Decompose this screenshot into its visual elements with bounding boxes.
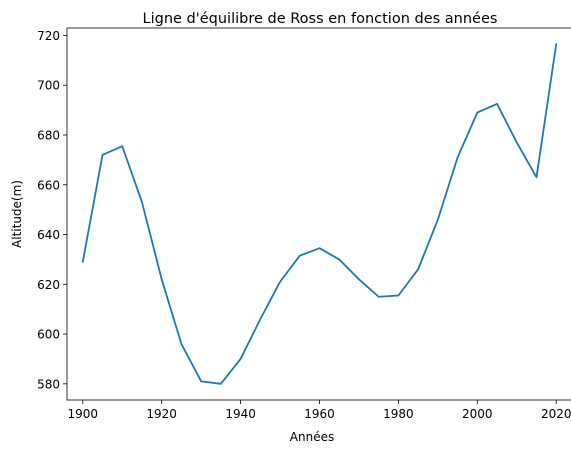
plot-frame (66, 27, 571, 401)
y-axis-label: Altitude(m) (10, 180, 24, 248)
x-tick-label: 1940 (225, 407, 256, 421)
x-tick-label: 2000 (462, 407, 493, 421)
y-tick-label: 620 (37, 278, 60, 292)
y-tick-label: 640 (37, 228, 60, 242)
y-tick-label: 600 (37, 328, 60, 342)
y-axis-ticks: 580 600 620 640 660 680 700 720 (37, 29, 67, 391)
x-tick-label: 1960 (304, 407, 335, 421)
x-tick-label: 1920 (146, 407, 177, 421)
x-tick-label: 2020 (541, 407, 571, 421)
y-tick-label: 660 (37, 178, 60, 192)
x-tick-label: 1980 (383, 407, 414, 421)
y-tick-label: 700 (37, 79, 60, 93)
x-tick-label: 1900 (68, 407, 99, 421)
y-tick-label: 720 (37, 29, 60, 43)
y-tick-label: 580 (37, 377, 60, 391)
x-axis-label: Années (290, 430, 334, 444)
chart-title: Ligne d'équilibre de Ross en fonction de… (143, 11, 498, 27)
y-tick-label: 680 (37, 128, 60, 142)
series-line (81, 43, 558, 385)
x-axis-ticks: 1900 1920 1940 1960 1980 2000 2020 (68, 400, 571, 421)
